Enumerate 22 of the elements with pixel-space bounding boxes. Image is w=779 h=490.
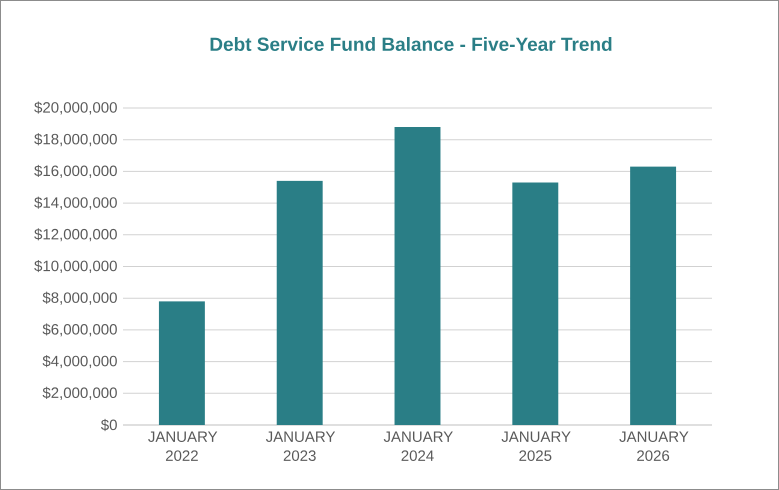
x-tick-label: JANUARY 2025 xyxy=(502,432,571,461)
bar xyxy=(512,182,558,425)
y-tick-label: $8,000,000 xyxy=(42,292,117,305)
y-tick-label: $6,000,000 xyxy=(42,323,117,336)
y-tick-label: $16,000,000 xyxy=(34,164,117,178)
bar xyxy=(276,180,323,425)
x-tick-label: JANUARY 2026 xyxy=(619,432,688,461)
y-tick-label: $20,000,000 xyxy=(34,101,117,115)
y-tick-label: $0 xyxy=(100,418,117,432)
bar xyxy=(630,166,676,425)
bar xyxy=(158,301,205,425)
x-tick-label: JANUARY 2022 xyxy=(148,432,218,461)
y-tick-label: $18,000,000 xyxy=(34,133,117,146)
y-tick-label: $12,000,000 xyxy=(34,228,117,242)
y-tick-label: $4,000,000 xyxy=(42,355,117,368)
bar xyxy=(394,127,440,425)
x-tick-label: JANUARY 2023 xyxy=(266,432,336,461)
y-tick-label: $2,000,000 xyxy=(42,386,117,400)
x-tick-label: JANUARY 2024 xyxy=(384,432,453,461)
y-tick-label: $14,000,000 xyxy=(34,196,117,210)
chart-title: Debt Service Fund Balance - Five-Year Trend xyxy=(210,37,612,51)
y-tick-label: $10,000,000 xyxy=(34,260,117,274)
